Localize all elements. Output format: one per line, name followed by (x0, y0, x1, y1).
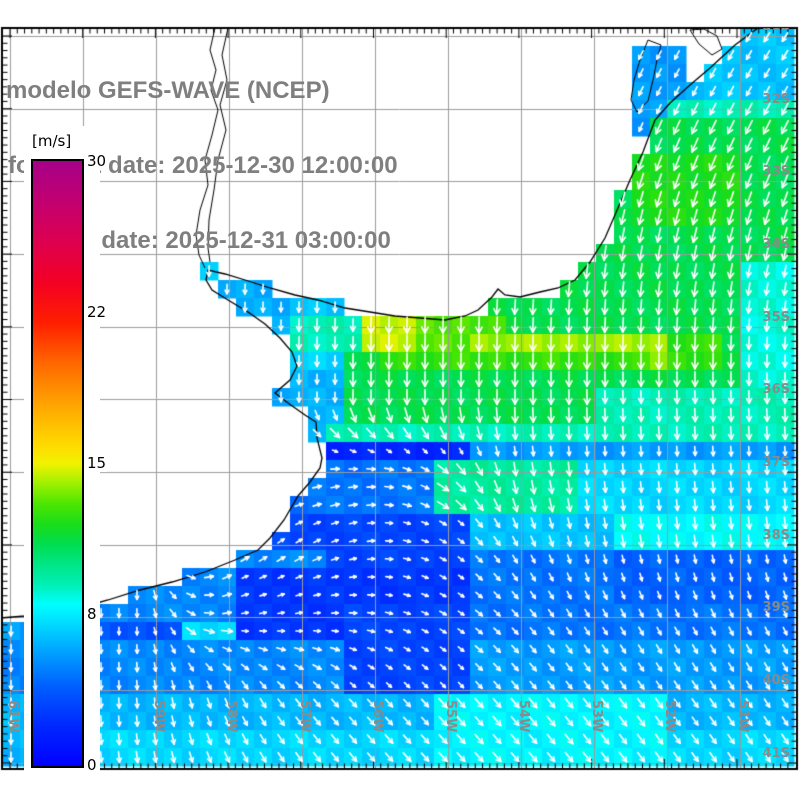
colorbar-unit-label: [m/s] (32, 132, 72, 150)
colorbar-gradient (31, 159, 84, 768)
colorbar-tick-label: 15 (86, 454, 108, 472)
colorbar-tick-label: 22 (86, 303, 108, 321)
colorbar-tick-label: 8 (86, 605, 98, 623)
colorbar-tick-label: 30 (86, 152, 108, 170)
model-title: modelo GEFS-WAVE (NCEP) (6, 77, 330, 104)
colorbar-tick-label: 0 (86, 756, 98, 774)
colorbar-panel: [m/s] 30 22 15 8 0 (24, 126, 108, 776)
